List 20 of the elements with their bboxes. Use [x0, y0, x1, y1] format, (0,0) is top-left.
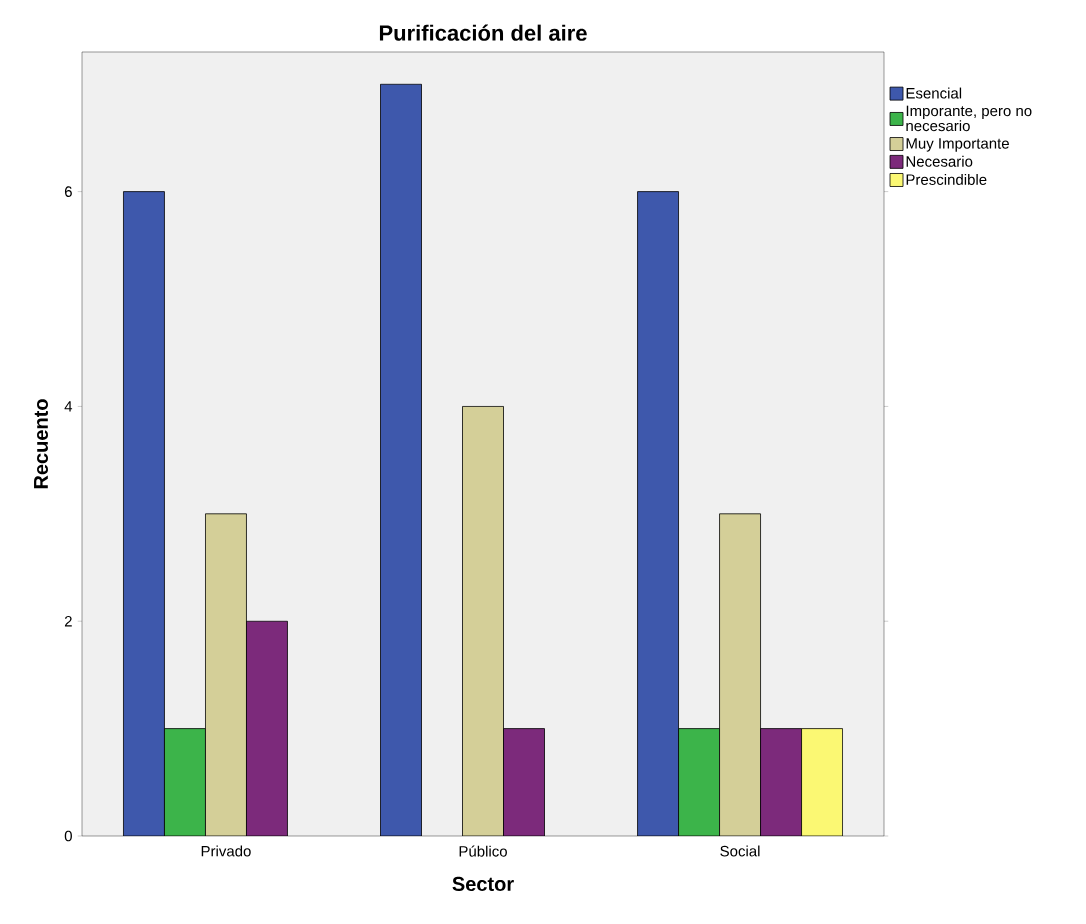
bar — [678, 728, 720, 836]
y-tick-label: 4 — [64, 401, 73, 412]
y-tick-label: 2 — [64, 615, 72, 627]
x-tick-label: Público — [459, 845, 507, 857]
legend-label: Muy Importante — [906, 138, 1009, 152]
bar — [205, 513, 247, 836]
legend-label: Prescindible — [906, 173, 987, 185]
y-tick-label: 6 — [64, 186, 72, 197]
chart-title: Purificación del aire — [379, 24, 587, 41]
x-axis-title: Sector — [452, 876, 514, 892]
y-axis-title: Recuento — [34, 399, 48, 489]
x-tick-label: Social — [720, 845, 760, 857]
bar — [719, 513, 761, 836]
y-tick-label: 0 — [64, 830, 72, 842]
bar — [164, 728, 206, 836]
legend-label: Imporante, pero no necesario — [906, 105, 1032, 132]
bar — [462, 406, 504, 836]
legend-label: Esencial — [906, 87, 962, 99]
x-tick-label: Privado — [201, 845, 251, 857]
legend-label: Necesario — [906, 155, 973, 167]
